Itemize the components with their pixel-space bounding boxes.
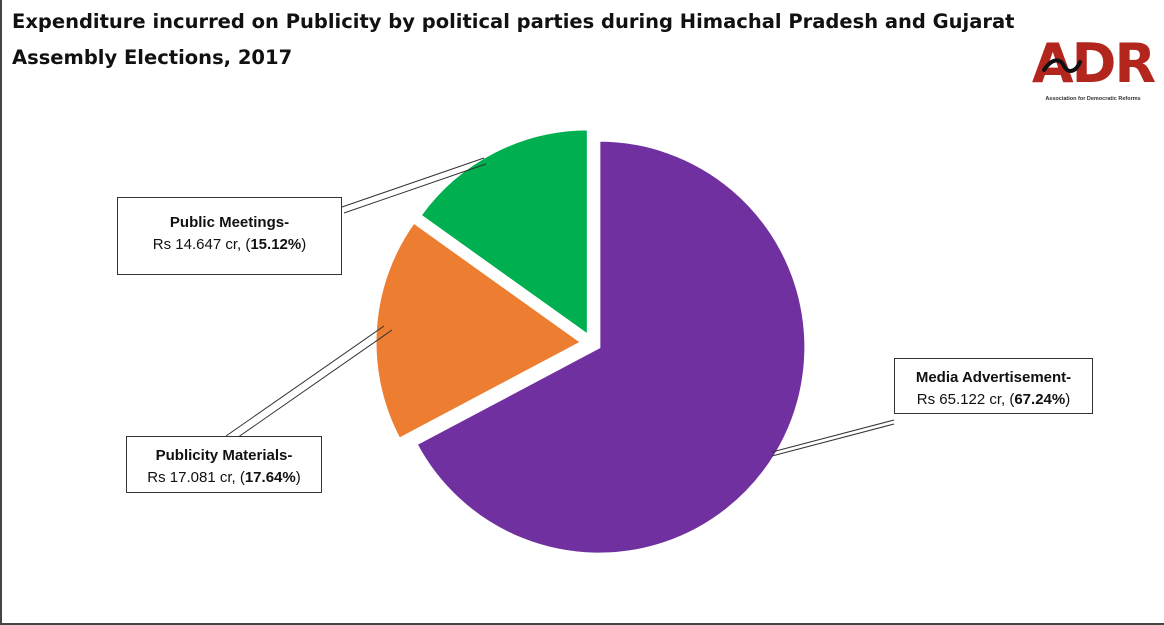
callout-label: Publicity Materials- — [155, 447, 293, 464]
callout-public-meetings: Public Meetings- Rs 14.647 cr, (15.12%) — [117, 197, 342, 275]
slice-public-meetings — [417, 127, 590, 339]
callout-percent: 17.64% — [244, 469, 296, 486]
leader-public-meetings — [341, 157, 487, 214]
leader-publicity-materials — [225, 325, 393, 441]
callout-percent: 15.12% — [250, 236, 302, 253]
callout-amount: Rs 17.081 cr, — [147, 469, 236, 486]
logo-subtitle: Association for Democratic Reforms — [1045, 96, 1141, 102]
slice-publicity-materials — [373, 219, 585, 442]
slice-media-advertisement — [413, 138, 808, 556]
callout-amount: Rs 65.122 cr, — [916, 391, 1006, 408]
leader-media-advertisement — [771, 419, 895, 457]
adr-logo: ADR Association for Democratic Reforms — [1028, 34, 1158, 108]
logo-wave-icon — [1042, 58, 1082, 73]
callout-publicity-materials: Publicity Materials- Rs 17.081 cr, (17.6… — [126, 436, 322, 493]
callout-amount: Rs 14.647 cr, — [152, 236, 242, 253]
callout-media-advertisement: Media Advertisement- Rs 65.122 cr, (67.2… — [894, 358, 1093, 414]
callout-label: Media Advertisement- — [915, 369, 1072, 386]
callout-label: Public Meetings- — [169, 214, 290, 231]
callout-percent: 67.24% — [1014, 391, 1066, 408]
chart-title: Expenditure incurred on Publicity by pol… — [12, 10, 1015, 69]
